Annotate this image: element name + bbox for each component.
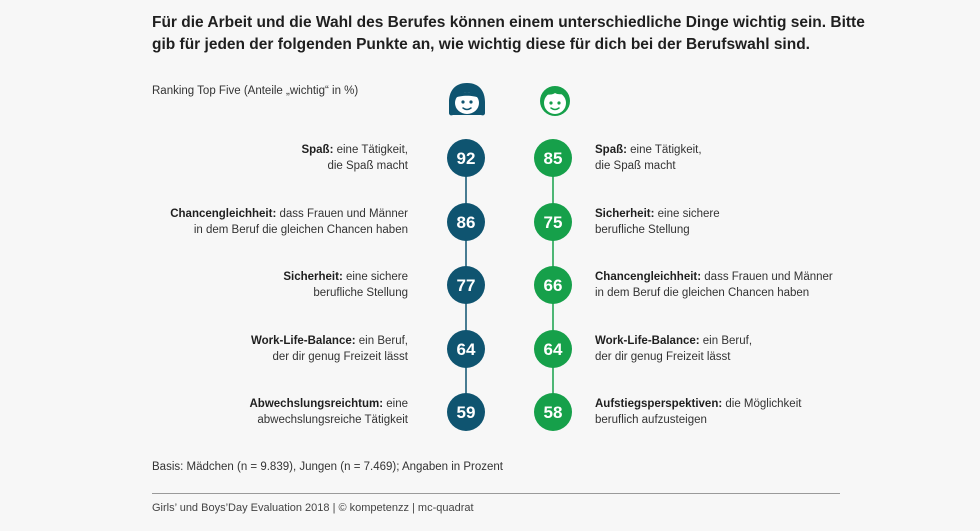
boys-item-text2-3: in dem Beruf die gleichen Chancen haben (595, 287, 810, 299)
basis-note: Basis: Mädchen (n = 9.839), Jungen (n = … (152, 461, 503, 473)
boys-value-label-5: 58 (544, 403, 563, 422)
boys-item-text2-5: beruflich aufzusteigen (595, 414, 707, 426)
girls-item-label-3: Sicherheit: eine sichere berufliche Stell… (148, 269, 408, 301)
boys-value-label-1: 85 (544, 149, 563, 168)
boys-item-label-3: Chancengleichheit: dass Frauen und Männe… (595, 269, 855, 301)
boys-value-label-4: 64 (544, 340, 563, 359)
girls-item-text2-4: der dir genug Freizeit lässt (272, 351, 408, 363)
girls-item-heading-4: Work-Life-Balance: (250, 335, 356, 347)
boys-item-heading-1: Spaß: (595, 144, 627, 156)
boys-value-label-3: 66 (544, 276, 563, 295)
boys-item-label-1: Spaß: eine Tätigkeit, die Spaß macht (595, 142, 855, 174)
girls-item-text2-3: berufliche Stellung (313, 287, 408, 299)
girls-item-text2-2: in dem Beruf die gleichen Chancen haben (193, 224, 408, 236)
girls-item-label-1: Spaß: eine Tätigkeit, die Spaß macht (148, 142, 408, 174)
girls-item-text-4: ein Beruf, (355, 335, 408, 347)
boys-item-text-3: dass Frauen und Männer (701, 271, 833, 283)
girl-face-icon (449, 83, 485, 116)
boy-face-icon (540, 86, 570, 116)
boys-item-label-4: Work-Life-Balance: ein Beruf, der dir gen… (595, 333, 855, 365)
boys-value-circle-5 (534, 393, 572, 431)
girls-value-circle-4 (447, 330, 485, 368)
girls-value-label-1: 92 (457, 149, 476, 168)
boys-item-heading-3: Chancengleichheit: (595, 271, 702, 283)
boys-item-heading-2: Sicherheit: (595, 208, 655, 220)
girls-item-text2-5: abwechslungsreiche Tätigkeit (257, 414, 408, 426)
girls-value-circle-3 (447, 266, 485, 304)
girls-item-heading-3: Sicherheit: (283, 271, 343, 283)
girls-item-heading-5: Abwechslungsreichtum: (249, 398, 384, 410)
girls-item-heading-2: Chancengleichheit: (170, 208, 277, 220)
boys-value-circle-4 (534, 330, 572, 368)
divider (152, 493, 840, 494)
boys-item-text2-4: der dir genug Freizeit lässt (595, 351, 731, 363)
girls-value-circle-1 (447, 139, 485, 177)
boys-item-text2-2: berufliche Stellung (595, 224, 690, 236)
girls-item-text-1: eine Tätigkeit, (333, 144, 408, 156)
girls-value-label-3: 77 (457, 276, 476, 295)
boys-item-text-1: eine Tätigkeit, (626, 144, 702, 156)
girls-value-label-5: 59 (457, 403, 476, 422)
chart-title: Für die Arbeit und die Wahl des Berufes … (152, 14, 865, 53)
boys-value-circle-3 (534, 266, 572, 304)
boys-item-text-4: ein Beruf, (699, 335, 753, 347)
girls-item-text-5: eine (383, 398, 408, 410)
boys-value-circle-1 (534, 139, 572, 177)
girls-value-label-4: 64 (457, 340, 476, 359)
girls-item-label-5: Abwechslungsreichtum: eine abwechslungsre… (148, 396, 409, 428)
boys-item-label-5: Aufstiegsperspektiven: die Möglichkeit be… (595, 396, 855, 428)
girls-item-label-2: Chancengleichheit: dass Frauen und Männe… (148, 206, 408, 238)
boys-item-heading-4: Work-Life-Balance: (595, 335, 700, 347)
boys-value-label-2: 75 (544, 213, 563, 232)
boys-item-text-2: eine sichere (654, 208, 720, 220)
girls-item-text-2: dass Frauen und Männer (276, 208, 408, 220)
boys-value-circle-2 (534, 203, 572, 241)
girls-item-text2-1: die Spaß macht (327, 160, 408, 172)
boys-item-text2-1: die Spaß macht (595, 160, 676, 172)
girls-item-label-4: Work-Life-Balance: ein Beruf, der dir gen… (148, 333, 408, 365)
girls-item-heading-1: Spaß: (301, 144, 334, 156)
source-note: Girls’ und Boys’Day Evaluation 2018 | © … (152, 502, 474, 514)
boys-item-heading-5: Aufstiegsperspektiven: (595, 398, 723, 410)
boys-item-text-5: die Möglichkeit (722, 398, 802, 410)
boys-item-label-2: Sicherheit: eine sichere berufliche Stell… (595, 206, 855, 238)
girls-value-circle-5 (447, 393, 485, 431)
girls-value-label-2: 86 (457, 213, 476, 232)
girls-value-circle-2 (447, 203, 485, 241)
girls-item-text-3: eine sichere (342, 271, 408, 283)
chart-subtitle: Ranking Top Five (Anteile „wichtig“ in %… (152, 85, 359, 97)
